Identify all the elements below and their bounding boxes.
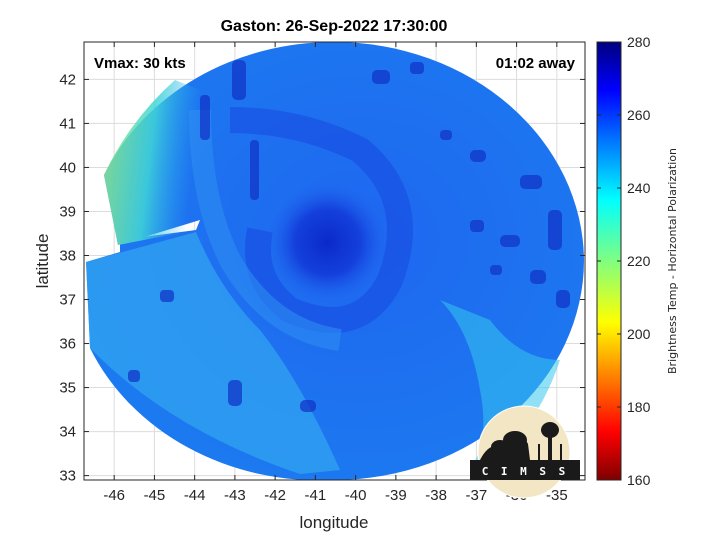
colorbar-tick-label: 220 <box>627 253 651 269</box>
colorbar-ticks: 160 180 200 220 240 260 280 <box>597 34 651 488</box>
y-tick-label: 38 <box>59 247 76 264</box>
brightness-temp-swath <box>86 42 584 480</box>
x-tick-label: -35 <box>546 487 568 504</box>
colorbar-tick-label: 260 <box>627 107 651 123</box>
y-tick-label: 37 <box>59 292 76 309</box>
x-tick-label: -39 <box>385 487 407 504</box>
vmax-annotation: Vmax: 30 kts <box>94 55 186 72</box>
x-tick-label: -46 <box>103 487 125 504</box>
colorbar-tick-label: 280 <box>627 34 651 50</box>
axes-box <box>83 41 586 481</box>
convective-cells <box>128 60 570 412</box>
y-axis: 33 34 35 36 37 38 39 40 41 42 <box>59 71 585 485</box>
x-tick-label: -43 <box>224 487 246 504</box>
y-tick-label: 34 <box>59 424 76 441</box>
y-axis-label: latitude <box>33 234 52 289</box>
time-away-annotation: 01:02 away <box>496 55 576 72</box>
x-tick-label: -40 <box>345 487 367 504</box>
y-tick-label: 33 <box>59 468 76 485</box>
colorbar-tick-label: 160 <box>627 472 651 488</box>
y-tick-label: 40 <box>59 159 76 176</box>
cimss-logo-text: C I M S S <box>482 465 569 478</box>
x-tick-label: -38 <box>425 487 447 504</box>
x-axis-label: longitude <box>299 513 368 532</box>
storm-core <box>267 182 388 303</box>
cimss-logo: C I M S S <box>470 405 580 499</box>
y-tick-label: 35 <box>59 380 76 397</box>
spiral-band <box>229 107 413 333</box>
outer-band <box>189 109 342 351</box>
warm-region <box>104 80 200 245</box>
colorbar-tick-label: 240 <box>627 180 651 196</box>
y-tick-label: 41 <box>59 115 76 132</box>
chart-title: Gaston: 26-Sep-2022 17:30:00 <box>221 18 448 35</box>
x-tick-label: -42 <box>264 487 286 504</box>
cyan-band-west <box>86 232 340 474</box>
colorbar-tick-label: 200 <box>627 326 651 342</box>
x-tick-label: -44 <box>184 487 206 504</box>
colorbar-tick-label: 180 <box>627 399 651 415</box>
x-tick-label: -45 <box>144 487 166 504</box>
cyan-band-east <box>440 300 560 470</box>
y-tick-label: 39 <box>59 203 76 220</box>
x-tick-label: -41 <box>305 487 327 504</box>
colorbar-label: Brightness Temp - Horizontal Polarizatio… <box>666 148 679 374</box>
x-axis: -46-45-44-43-42-41-40-39-38-37-36-35 <box>103 42 568 504</box>
x-tick-label: -37 <box>466 487 488 504</box>
y-tick-label: 36 <box>59 336 76 353</box>
y-tick-label: 42 <box>59 71 76 88</box>
